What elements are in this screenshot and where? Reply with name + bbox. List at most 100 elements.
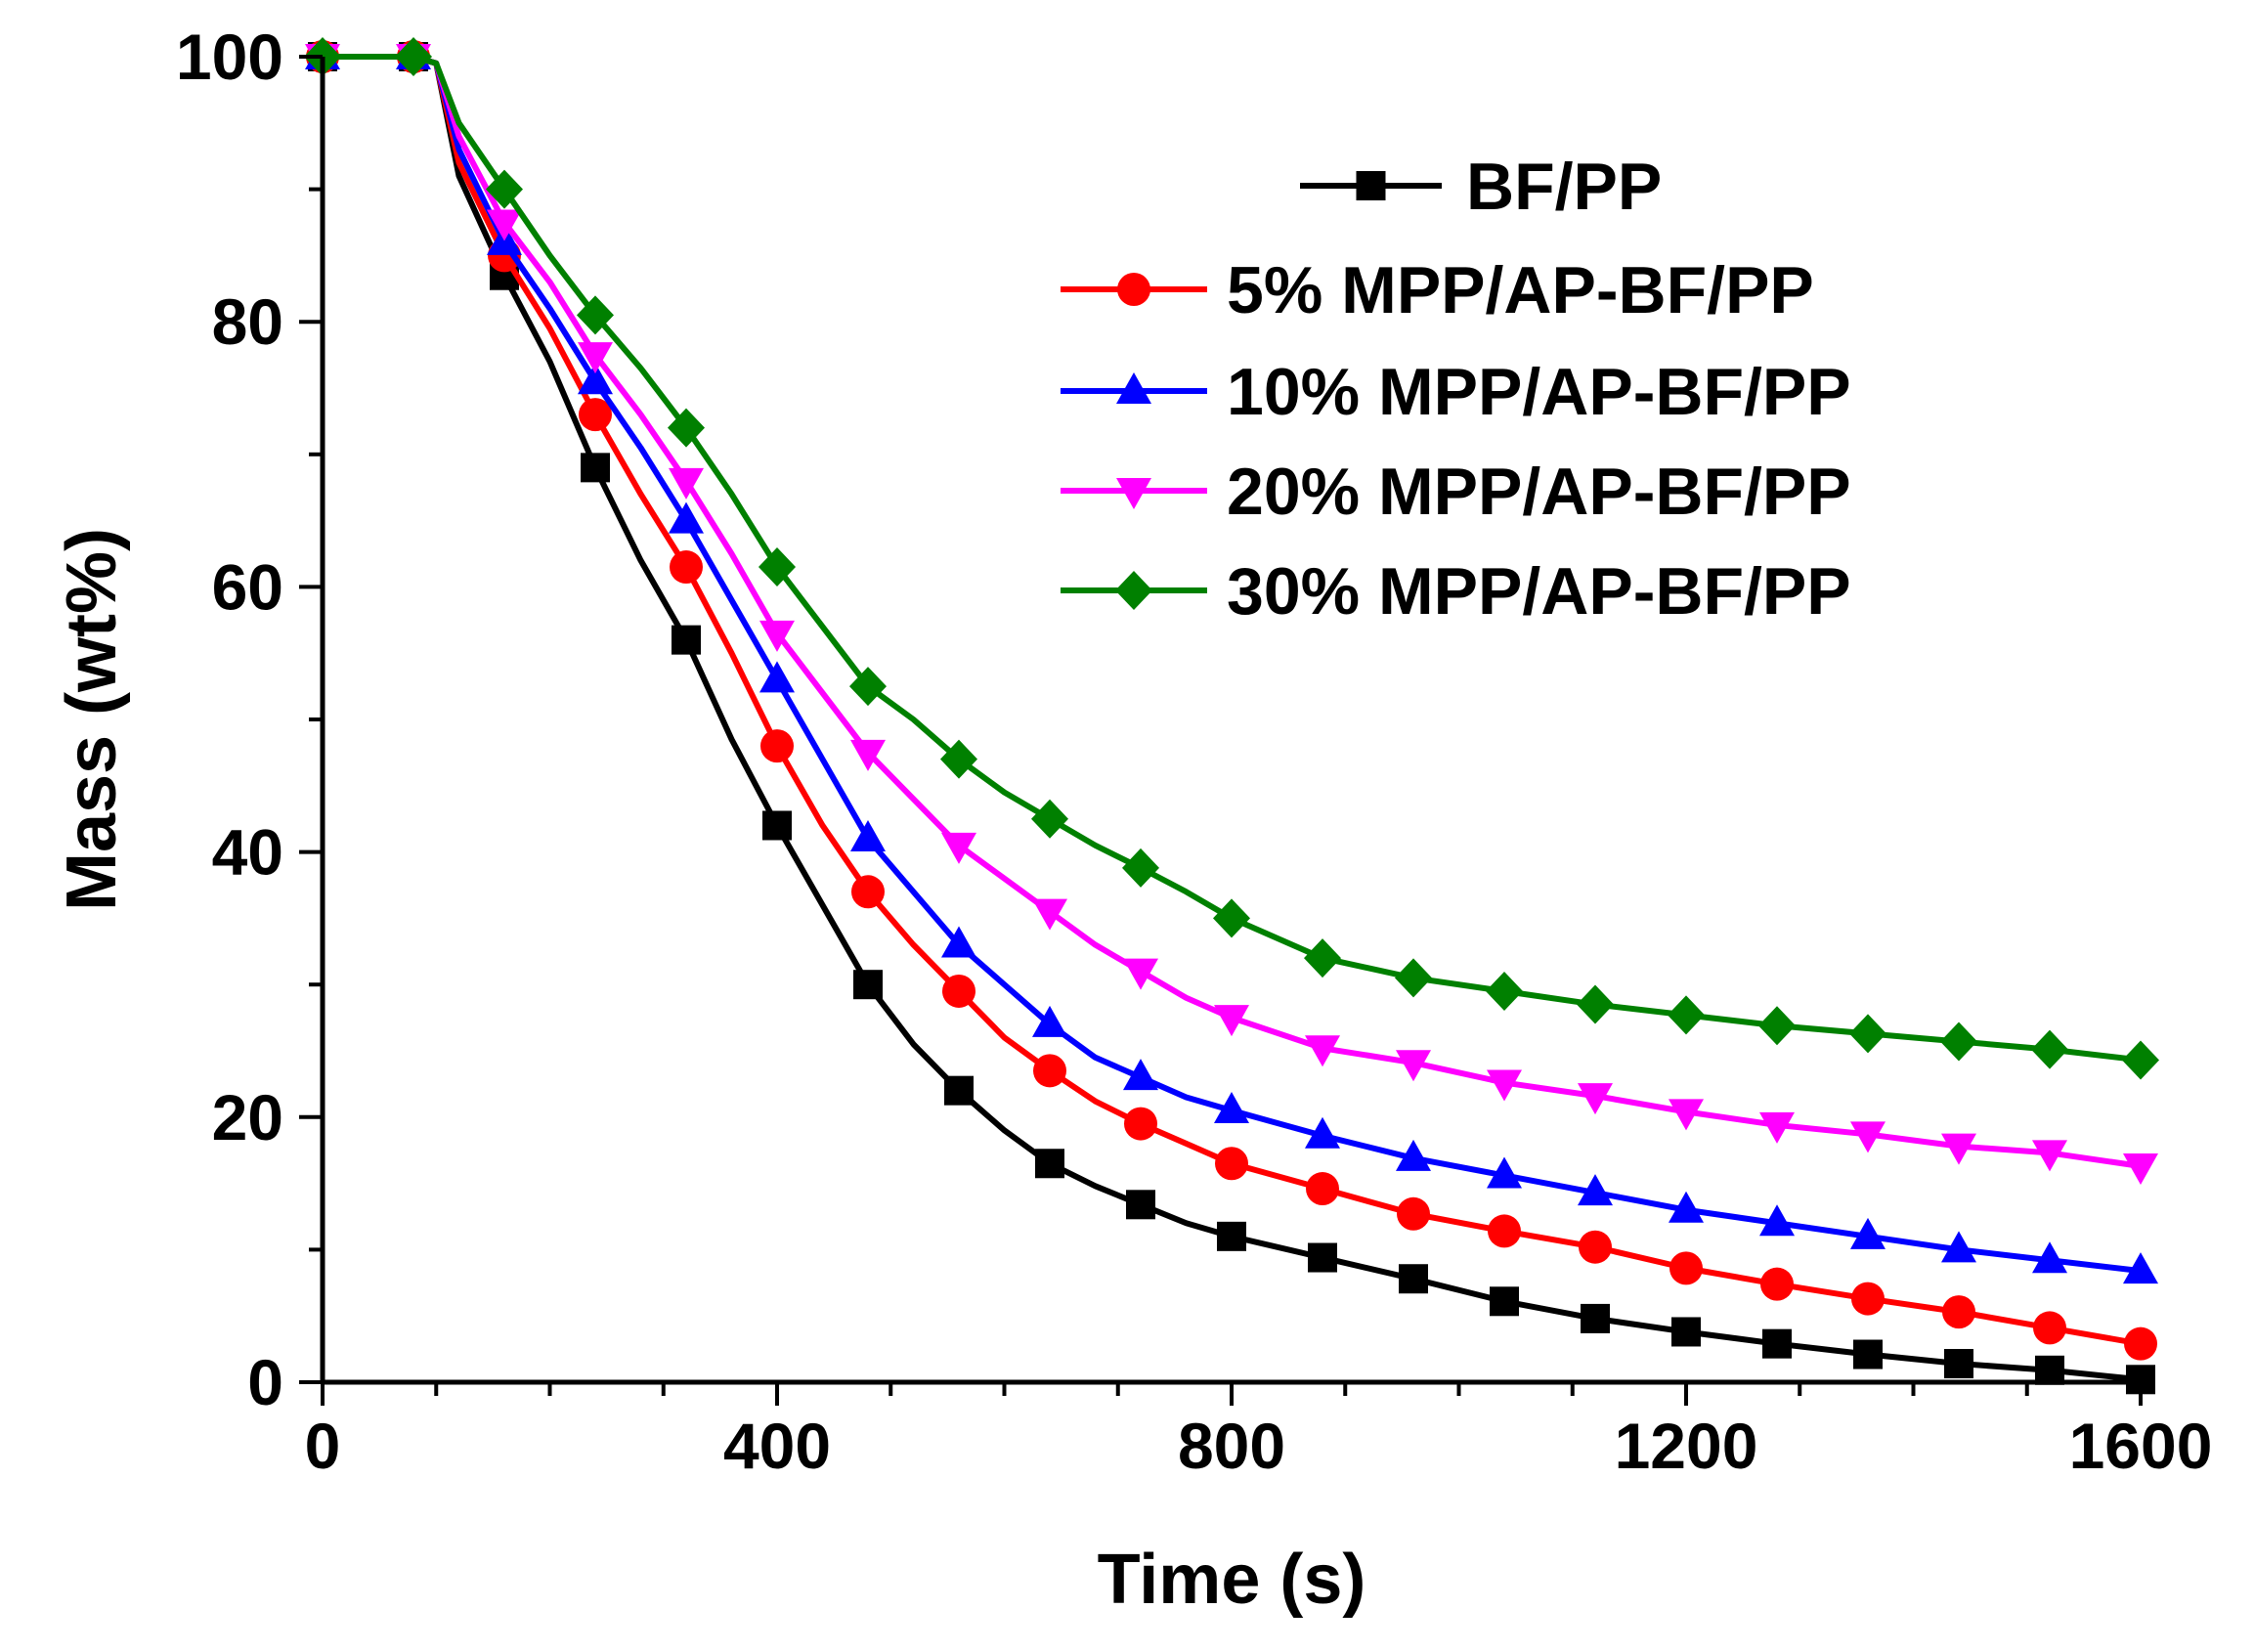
x-axis-title: Time (s) [1098, 1541, 1366, 1619]
legend-label: 20% MPP/AP-BF/PP [1227, 455, 1851, 529]
data-point [1760, 1267, 1794, 1301]
data-point [1762, 1328, 1792, 1359]
data-point [850, 820, 886, 852]
data-point [1486, 971, 1523, 1011]
x-tick-label: 400 [723, 1410, 831, 1482]
data-point [1941, 1231, 1976, 1263]
legend: BF/PP 5% MPP/AP-BF/PP 10% MPP/AP-BF/PP 20% … [1061, 150, 1851, 629]
legend-entry-5: 30% MPP/AP-BF/PP [1061, 554, 1851, 629]
data-point [2123, 1252, 2158, 1284]
legend-marker [1116, 372, 1151, 404]
data-point [941, 926, 976, 958]
data-point [1944, 1349, 1973, 1379]
data-point [1849, 1014, 1886, 1054]
data-point [2033, 1311, 2066, 1345]
data-point [1487, 1069, 1522, 1102]
legend-entry-3: 10% MPP/AP-BF/PP [1061, 355, 1851, 429]
x-tick-label: 1600 [2069, 1410, 2213, 1482]
data-point [581, 453, 610, 483]
legend-label: BF/PP [1466, 150, 1662, 224]
series-5 [304, 37, 2159, 1080]
legend-marker [1117, 273, 1150, 306]
data-point [486, 169, 523, 209]
data-point [940, 739, 977, 779]
data-point [2031, 1029, 2068, 1069]
y-tick-label: 60 [212, 550, 283, 623]
data-point [759, 620, 795, 652]
data-point [1035, 1149, 1064, 1179]
y-tick-label: 40 [212, 816, 283, 889]
data-point [1123, 958, 1158, 990]
data-point [1308, 1242, 1337, 1273]
data-point [759, 547, 796, 587]
legend-entry-4: 20% MPP/AP-BF/PP [1061, 455, 1851, 529]
y-tick-label: 0 [247, 1346, 283, 1418]
data-point [577, 295, 614, 335]
data-point [1217, 1221, 1246, 1251]
data-point [1032, 898, 1067, 931]
data-point [1669, 1191, 1704, 1223]
legend-marker [1356, 171, 1386, 200]
legend-label: 5% MPP/AP-BF/PP [1227, 253, 1814, 327]
data-point [1669, 1099, 1704, 1131]
data-point [1853, 1339, 1883, 1369]
data-point [579, 398, 612, 432]
data-point [1581, 1303, 1610, 1333]
axes-layer: 0 400 800 1200 1600 0 20 40 60 80 100 [176, 21, 2213, 1482]
data-point [1851, 1282, 1885, 1316]
x-tick-label: 800 [1178, 1410, 1285, 1482]
data-point [1304, 938, 1341, 978]
data-point [2032, 1140, 2067, 1172]
data-point [1488, 1214, 1521, 1248]
series-2 [306, 40, 2157, 1361]
series-layer [304, 37, 2159, 1395]
legend-marker [1116, 478, 1151, 509]
y-tick-label: 20 [212, 1081, 283, 1153]
data-point [1579, 1230, 1612, 1264]
data-point [1124, 1107, 1157, 1141]
data-point [1759, 1204, 1795, 1237]
data-point [672, 625, 701, 655]
y-tick-label: 100 [176, 21, 283, 93]
data-point [1850, 1121, 1886, 1153]
data-point [944, 1075, 974, 1106]
x-tick-label: 1200 [1615, 1410, 1758, 1482]
data-point [578, 363, 613, 395]
data-point [487, 209, 522, 241]
data-point [1940, 1022, 1977, 1062]
data-point [1305, 1035, 1340, 1067]
data-point [1850, 1217, 1886, 1249]
y-tick-label: 80 [212, 285, 283, 358]
data-point [1577, 984, 1614, 1024]
legend-entry-2: 5% MPP/AP-BF/PP [1061, 253, 1814, 327]
data-point [849, 667, 887, 707]
series-4 [305, 44, 2158, 1185]
data-point [1305, 1116, 1340, 1149]
data-point [669, 501, 704, 534]
data-point [941, 832, 976, 864]
series-1 [308, 42, 2155, 1395]
data-point [1759, 1111, 1795, 1144]
data-point [670, 550, 703, 585]
data-point [1671, 1317, 1701, 1347]
legend-entry-1: BF/PP [1300, 150, 1662, 224]
data-point [1122, 848, 1159, 888]
data-point [1395, 958, 1432, 998]
data-point [1215, 1147, 1248, 1181]
y-axis-title: Mass (wt%) [53, 528, 131, 911]
data-point [1123, 1059, 1158, 1091]
data-point [395, 37, 432, 76]
data-point [669, 467, 704, 500]
data-point [1126, 1190, 1155, 1220]
data-point [942, 974, 975, 1008]
legend-marker [1115, 571, 1152, 610]
data-point [2124, 1326, 2157, 1361]
data-point [578, 342, 613, 374]
data-point [2122, 1040, 2159, 1080]
data-point [1669, 1251, 1703, 1285]
data-point [2032, 1241, 2067, 1274]
data-point [759, 661, 795, 693]
data-point [853, 970, 883, 1000]
data-point [1213, 898, 1250, 938]
data-point [1487, 1156, 1522, 1189]
